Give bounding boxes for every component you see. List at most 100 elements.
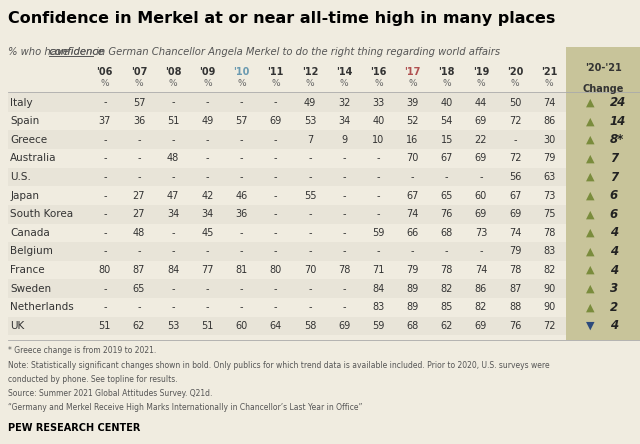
Text: -: - — [342, 172, 346, 182]
Text: -: - — [274, 284, 278, 293]
Text: -: - — [103, 228, 106, 238]
Bar — [8, 205, 566, 223]
Text: Confidence in Merkel at or near all-time high in many places: Confidence in Merkel at or near all-time… — [8, 11, 555, 26]
Text: ▲: ▲ — [586, 135, 595, 145]
Text: 30: 30 — [543, 135, 556, 145]
Text: %: % — [374, 79, 383, 87]
Text: 51: 51 — [167, 116, 179, 126]
Text: 54: 54 — [440, 116, 453, 126]
Text: -: - — [479, 172, 483, 182]
Text: '09: '09 — [199, 67, 216, 77]
Text: 15: 15 — [440, 135, 453, 145]
Text: 68: 68 — [406, 321, 419, 331]
Text: 60: 60 — [236, 321, 248, 331]
Text: 90: 90 — [543, 302, 556, 312]
Text: '07: '07 — [131, 67, 147, 77]
Text: -: - — [137, 135, 141, 145]
Text: in German Chancellor Angela Merkel to do the right thing regarding world affairs: in German Chancellor Angela Merkel to do… — [93, 47, 500, 57]
Text: 16: 16 — [406, 135, 419, 145]
Text: % who have: % who have — [8, 47, 72, 57]
Text: U.S.: U.S. — [10, 172, 31, 182]
Text: '20-'21: '20-'21 — [585, 63, 621, 73]
Text: -: - — [411, 246, 414, 257]
Text: -: - — [308, 284, 312, 293]
Text: ▲: ▲ — [586, 265, 595, 275]
Text: 82: 82 — [543, 265, 556, 275]
Text: Japan: Japan — [10, 190, 39, 201]
Text: 82: 82 — [440, 284, 453, 293]
Text: 51: 51 — [99, 321, 111, 331]
Text: conducted by phone. See topline for results.: conducted by phone. See topline for resu… — [8, 375, 177, 384]
Text: -: - — [103, 190, 106, 201]
Text: 36: 36 — [133, 116, 145, 126]
Text: -: - — [205, 135, 209, 145]
Text: %: % — [442, 79, 451, 87]
Text: -: - — [274, 190, 278, 201]
Text: 65: 65 — [440, 190, 453, 201]
Text: -: - — [342, 302, 346, 312]
Text: -: - — [172, 172, 175, 182]
Text: 78: 78 — [543, 228, 556, 238]
Text: 74: 74 — [509, 228, 522, 238]
Text: -: - — [376, 153, 380, 163]
Text: -: - — [445, 172, 449, 182]
Text: Belgium: Belgium — [10, 246, 53, 257]
Text: -: - — [103, 209, 106, 219]
Text: Sweden: Sweden — [10, 284, 51, 293]
Bar — [8, 279, 566, 298]
Text: 70: 70 — [304, 265, 316, 275]
Text: Change: Change — [582, 84, 624, 94]
Text: %: % — [545, 79, 554, 87]
Text: -: - — [342, 153, 346, 163]
Text: 69: 69 — [475, 116, 487, 126]
Text: 7: 7 — [610, 170, 618, 183]
Text: 87: 87 — [132, 265, 145, 275]
Text: 45: 45 — [201, 228, 214, 238]
Text: Spain: Spain — [10, 116, 40, 126]
Text: ▲: ▲ — [586, 284, 595, 293]
Text: '18: '18 — [438, 67, 455, 77]
Text: -: - — [240, 246, 243, 257]
Text: 79: 79 — [406, 265, 419, 275]
Text: 80: 80 — [269, 265, 282, 275]
Text: Greece: Greece — [10, 135, 47, 145]
Text: 86: 86 — [475, 284, 487, 293]
Text: 40: 40 — [372, 116, 385, 126]
Text: -: - — [137, 153, 141, 163]
Text: '17: '17 — [404, 67, 420, 77]
Text: 78: 78 — [509, 265, 522, 275]
Text: -: - — [342, 284, 346, 293]
Text: ▲: ▲ — [586, 302, 595, 312]
Text: %: % — [271, 79, 280, 87]
Text: 4: 4 — [610, 319, 618, 333]
Text: -: - — [376, 190, 380, 201]
Text: -: - — [274, 302, 278, 312]
Text: -: - — [274, 228, 278, 238]
Text: -: - — [308, 246, 312, 257]
Text: 56: 56 — [509, 172, 522, 182]
Text: 69: 69 — [475, 321, 487, 331]
Text: -: - — [274, 246, 278, 257]
Text: France: France — [10, 265, 45, 275]
Text: -: - — [172, 284, 175, 293]
Text: -: - — [103, 246, 106, 257]
Text: 34: 34 — [201, 209, 214, 219]
Text: 9: 9 — [341, 135, 347, 145]
Text: ▲: ▲ — [586, 172, 595, 182]
Text: 48: 48 — [133, 228, 145, 238]
Text: 46: 46 — [236, 190, 248, 201]
Text: 79: 79 — [543, 153, 556, 163]
Bar — [8, 317, 566, 335]
Text: 33: 33 — [372, 98, 385, 107]
Text: -: - — [274, 209, 278, 219]
Text: -: - — [308, 209, 312, 219]
Text: 51: 51 — [201, 321, 214, 331]
Text: Italy: Italy — [10, 98, 33, 107]
Text: 74: 74 — [543, 98, 556, 107]
Text: '19: '19 — [473, 67, 489, 77]
Text: 73: 73 — [475, 228, 487, 238]
Text: 37: 37 — [99, 116, 111, 126]
Text: 68: 68 — [440, 228, 453, 238]
Text: -: - — [376, 209, 380, 219]
Text: -: - — [376, 246, 380, 257]
